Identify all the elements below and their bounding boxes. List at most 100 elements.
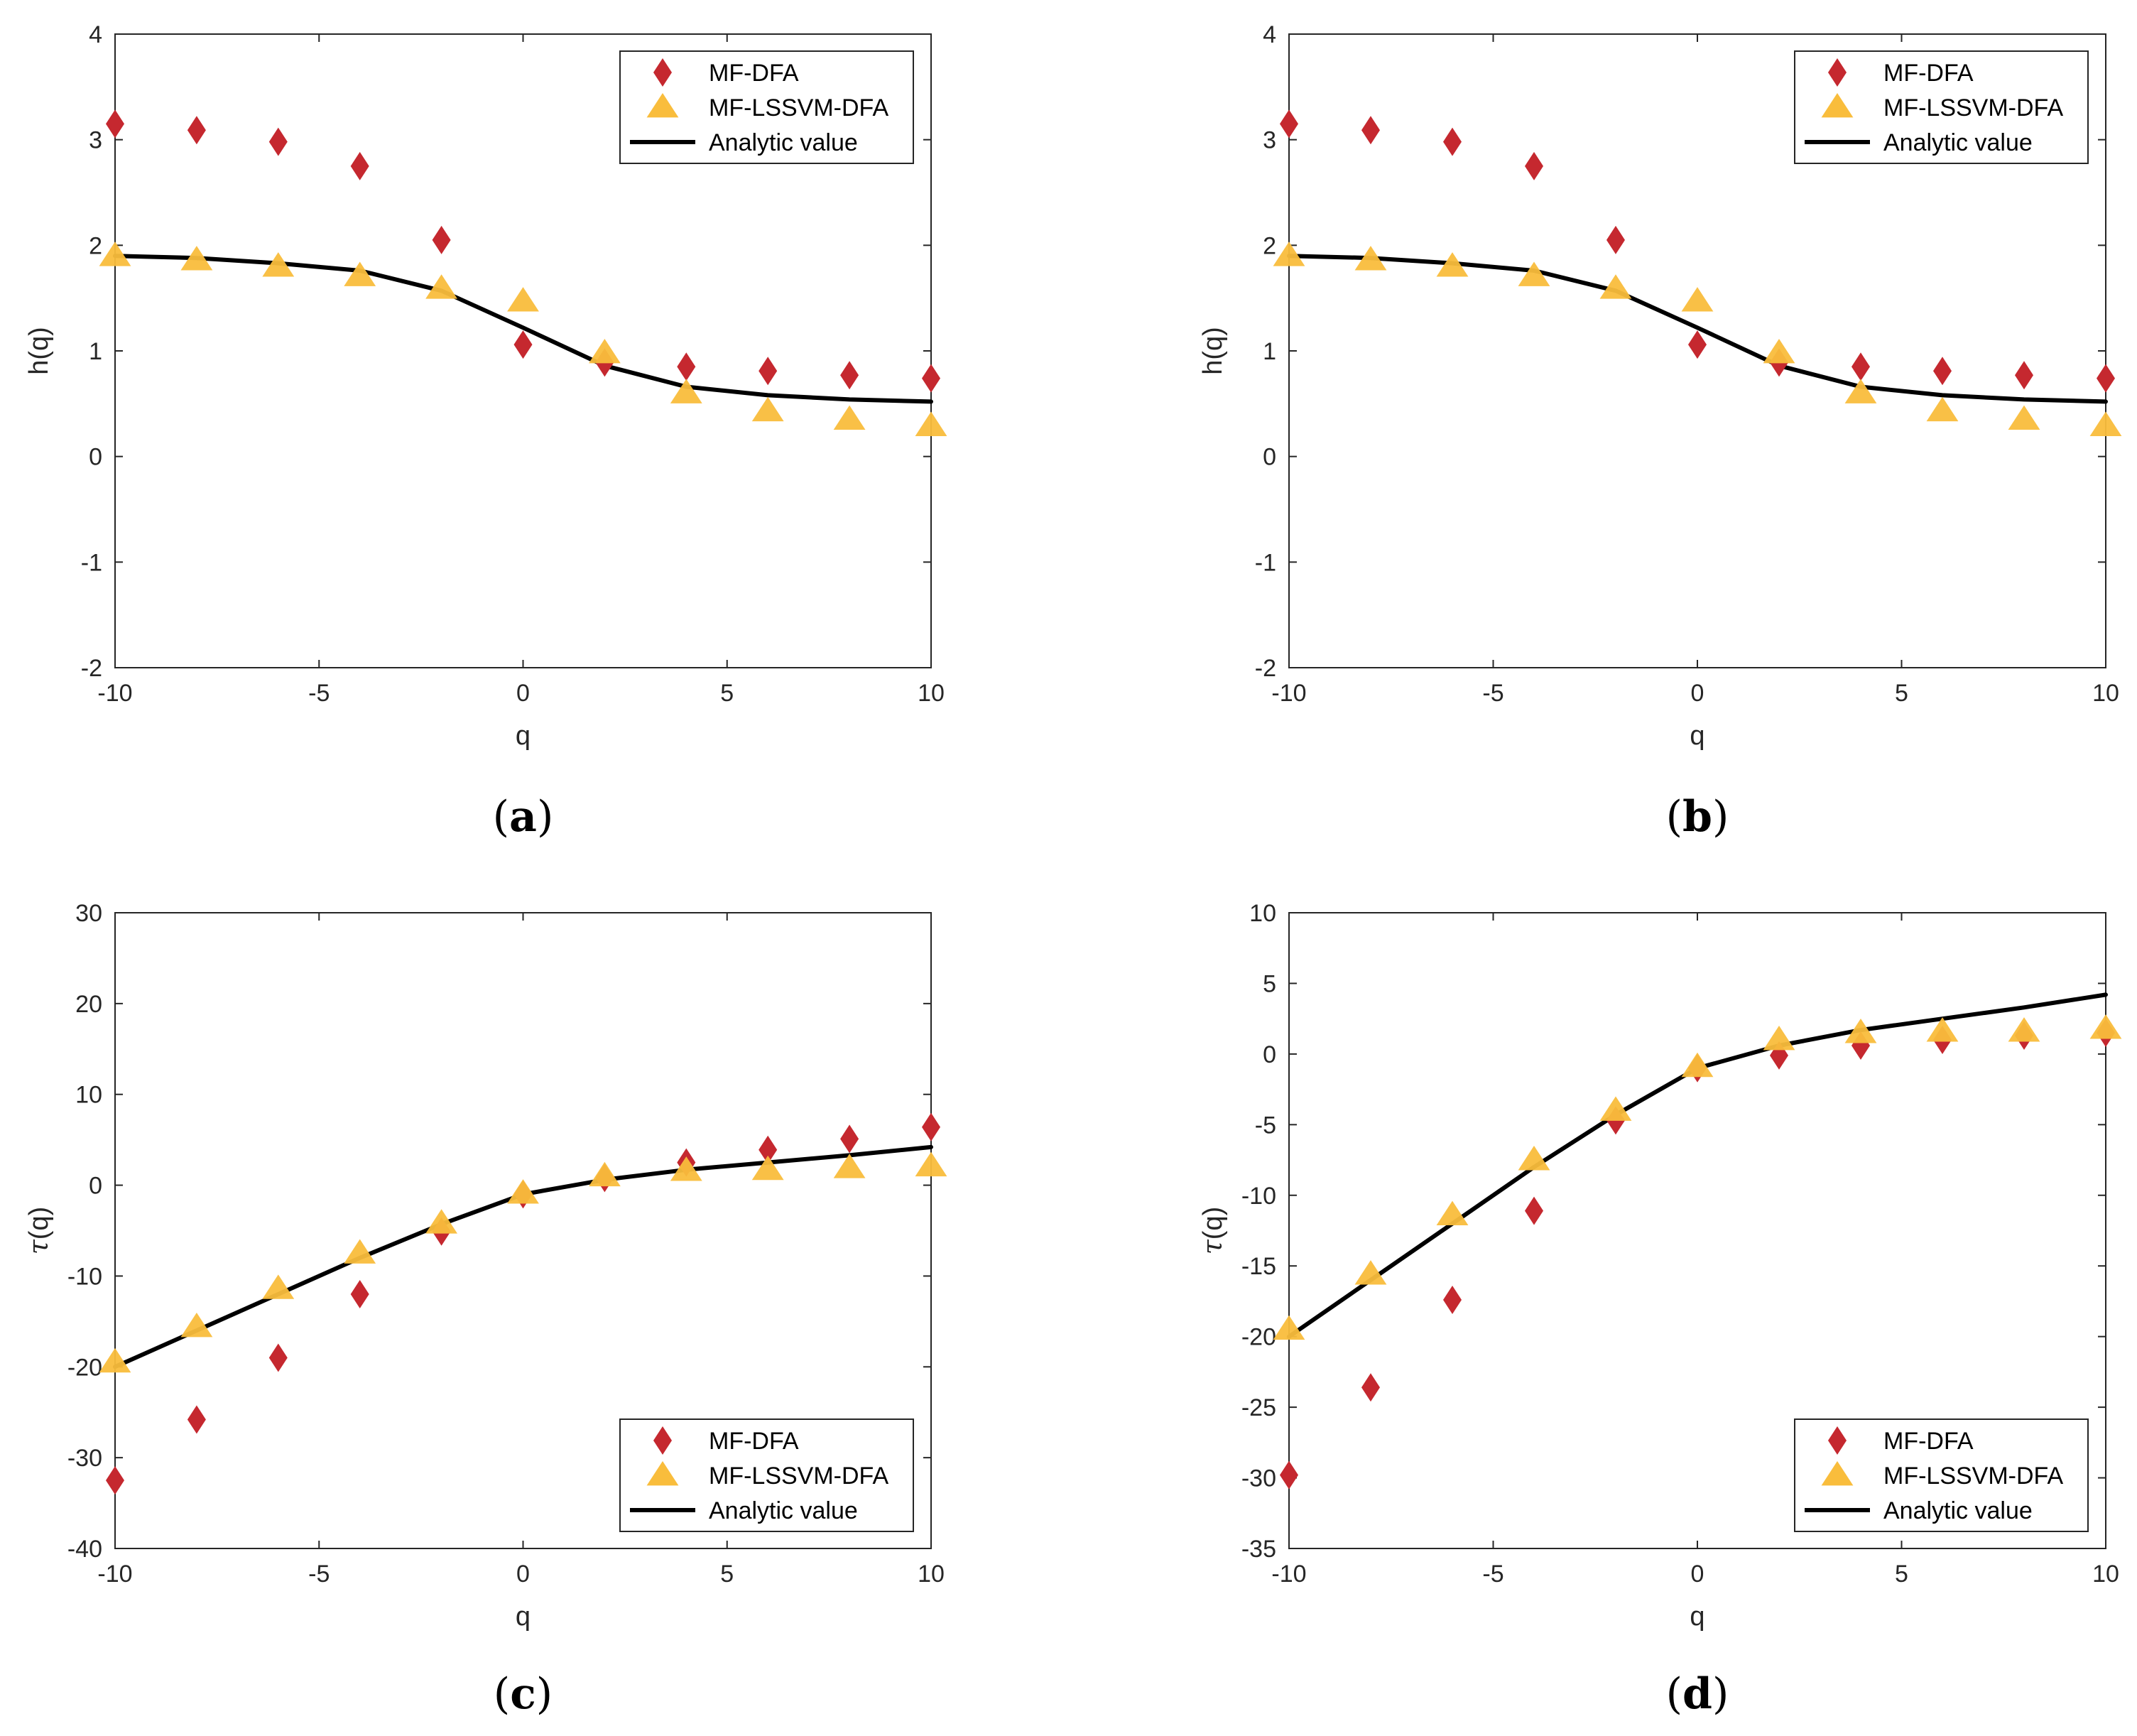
mf-lssvm-dfa-point: [915, 411, 947, 436]
analytic-value-line: [113, 254, 933, 404]
x-tick-label: -10: [97, 680, 132, 707]
y-axis-label-rest: (q): [24, 1207, 54, 1239]
x-tick-label: 0: [516, 680, 530, 707]
mf-lssvm-dfa-point: [262, 1274, 295, 1299]
mf-dfa-point: [513, 330, 533, 359]
legend-entry-triangle: MF-LSSVM-DFA: [1883, 1463, 2063, 1490]
legend-diamond-icon: [1828, 58, 1847, 87]
mf-dfa-point: [922, 1112, 940, 1141]
y-tick-label: 10: [1249, 900, 1276, 927]
mf-lssvm-dfa-point: [99, 242, 131, 266]
y-tick-label: 0: [1263, 444, 1276, 471]
mf-lssvm-dfa-point: [2089, 411, 2122, 436]
x-tick-label: 10: [918, 1561, 945, 1588]
x-tick-label: 10: [2092, 1561, 2119, 1588]
x-tick-label: 10: [918, 680, 945, 707]
legend-entry-line: Analytic value: [709, 1497, 858, 1524]
mf-lssvm-dfa-point: [180, 246, 213, 271]
mf-lssvm-dfa-point: [2008, 405, 2040, 430]
legend: MF-DFA MF-LSSVM-DFA Analytic value: [619, 1418, 914, 1532]
mf-dfa-point: [1933, 357, 1952, 386]
mf-dfa-point: [1361, 116, 1380, 145]
y-tick-label: 0: [1263, 1041, 1276, 1068]
y-tick-label: -15: [1241, 1253, 1276, 1280]
y-axis-label: τ(q): [23, 1207, 54, 1254]
caption-paren-open: (: [1666, 1669, 1682, 1719]
mf-dfa-point: [1851, 352, 1870, 381]
x-tick-label: -10: [1271, 1561, 1306, 1588]
mf-lssvm-dfa-point: [1436, 1200, 1469, 1226]
mf-dfa-point: [1280, 109, 1298, 139]
caption-paren-close: ): [1712, 792, 1729, 842]
legend-entry-line: Analytic value: [709, 129, 858, 156]
mf-dfa-point: [758, 357, 778, 386]
mf-dfa-point: [1606, 225, 1625, 254]
caption-letter: d: [1682, 1669, 1712, 1719]
mf-lssvm-dfa-point: [262, 252, 295, 277]
mf-lssvm-dfa-point: [833, 405, 866, 430]
legend-entry-triangle: MF-LSSVM-DFA: [709, 94, 888, 121]
y-tick-label: 2: [1263, 232, 1276, 259]
mf-lssvm-dfa-point: [1436, 252, 1469, 277]
panel-caption: (d): [1666, 1669, 1729, 1719]
legend-triangle-icon: [1821, 93, 1854, 118]
y-tick-label: 2: [89, 232, 102, 259]
mf-dfa-point: [1361, 1373, 1380, 1402]
mf-lssvm-dfa-point: [1844, 379, 1877, 403]
y-tick-label: -10: [67, 1263, 102, 1290]
mf-dfa-point: [2097, 364, 2115, 393]
legend-diamond-icon: [1828, 1426, 1847, 1455]
y-axis-label-rest: (q): [1198, 1207, 1228, 1239]
legend-entry-diamond: MF-DFA: [709, 1428, 799, 1455]
x-tick-label: 0: [1691, 1561, 1704, 1588]
x-axis-label: q: [1690, 721, 1704, 751]
y-tick-label: 3: [1263, 127, 1276, 154]
mf-dfa-point: [1280, 1460, 1298, 1490]
mf-lssvm-dfa-point: [1763, 1026, 1795, 1051]
x-tick-label: -5: [308, 1561, 330, 1588]
mf-dfa-point: [106, 1466, 124, 1495]
y-tick-label: -40: [67, 1536, 102, 1563]
legend: MF-DFA MF-LSSVM-DFA Analytic value: [1794, 1418, 2089, 1532]
y-tick-label: 20: [75, 991, 102, 1018]
mf-dfa-point: [1688, 330, 1707, 359]
mf-dfa-point: [922, 364, 940, 393]
chart-panel-c: -10 -5 0 5 10-40-30-20-100102030qτ(q)MF-DFAM…: [23, 900, 947, 1719]
mf-lssvm-dfa-point: [1599, 274, 1632, 299]
mf-lssvm-dfa-point: [1354, 1260, 1387, 1285]
legend-entry-diamond: MF-DFA: [709, 60, 799, 87]
mf-lssvm-dfa-point: [1518, 1146, 1550, 1171]
legend-entry-triangle: MF-LSSVM-DFA: [1883, 94, 2063, 121]
y-tick-label: -35: [1241, 1536, 1276, 1563]
mf-dfa-point: [840, 361, 859, 390]
mf-lssvm-dfa-point: [1763, 338, 1795, 364]
panel-caption: (b): [1666, 792, 1729, 842]
y-tick-label: -5: [1255, 1112, 1276, 1139]
x-tick-label: -10: [1271, 680, 1306, 707]
mf-dfa-point: [758, 1135, 778, 1164]
y-axis-label: h(q): [24, 327, 54, 375]
legend-entry-line: Analytic value: [1883, 1497, 2033, 1524]
mf-lssvm-dfa-point: [1926, 396, 1959, 422]
x-tick-label: -5: [1482, 1561, 1503, 1588]
mf-lssvm-dfa-point: [1681, 287, 1714, 312]
mf-dfa-point: [350, 1280, 369, 1308]
x-tick-label: 10: [2092, 680, 2119, 707]
mf-lssvm-dfa-point: [833, 1154, 866, 1178]
y-tick-label: 10: [75, 1082, 102, 1109]
y-tick-label: -2: [1255, 655, 1276, 682]
legend-entry-diamond: MF-DFA: [1883, 60, 1974, 87]
y-tick-label: -1: [81, 549, 102, 576]
mf-lssvm-dfa-point: [670, 379, 702, 403]
legend-entry-triangle: MF-LSSVM-DFA: [709, 1463, 888, 1490]
mf-lssvm-dfa-point: [1273, 242, 1305, 266]
y-tick-label: 5: [1263, 970, 1276, 997]
y-tick-label: 0: [89, 1173, 102, 1200]
y-tick-label: -20: [67, 1354, 102, 1381]
x-tick-label: 5: [1895, 1561, 1908, 1588]
mf-lssvm-dfa-point: [1844, 1019, 1877, 1043]
mf-dfa-point: [350, 151, 369, 180]
mf-lssvm-dfa-point: [344, 261, 376, 286]
